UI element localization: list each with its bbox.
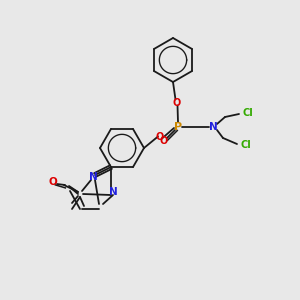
- Text: N: N: [88, 172, 98, 182]
- Text: Cl: Cl: [241, 140, 251, 150]
- Text: O: O: [156, 133, 164, 142]
- Text: O: O: [49, 177, 57, 187]
- Text: O: O: [172, 98, 181, 107]
- Text: O: O: [160, 136, 168, 146]
- Text: Cl: Cl: [243, 108, 254, 118]
- Text: P: P: [174, 122, 182, 132]
- Text: N: N: [208, 122, 217, 132]
- Text: N: N: [109, 187, 117, 197]
